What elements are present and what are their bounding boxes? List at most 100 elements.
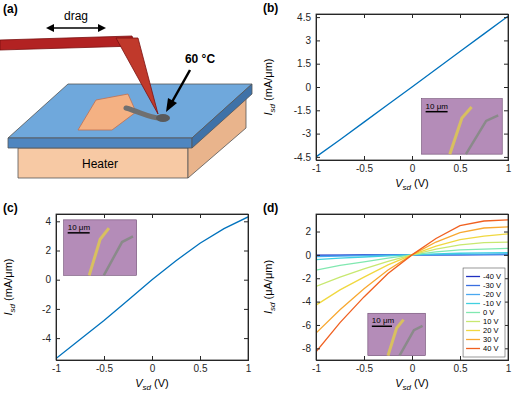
tick-mark	[504, 110, 508, 111]
inset-feature	[400, 326, 423, 356]
legend-label: -20 V	[483, 290, 501, 299]
tick-label: -4	[302, 296, 311, 307]
tick-mark	[316, 17, 320, 18]
flake	[78, 94, 136, 130]
tick-label: 3	[305, 35, 311, 46]
tick-mark	[316, 110, 320, 111]
legend-swatch	[466, 330, 480, 331]
tick-mark	[364, 14, 365, 18]
tick	[364, 214, 365, 218]
panel-label: (b)	[263, 1, 278, 15]
tick	[412, 14, 413, 18]
tick-mark	[504, 134, 508, 135]
axis	[317, 214, 509, 218]
axis-line	[57, 215, 61, 361]
figure: drag60 °CHeater(a)-1-0.500.51-4.5-3-1.50…	[0, 0, 520, 400]
legend-label: -30 V	[483, 281, 501, 290]
tick: -8	[302, 343, 320, 354]
tick: 1.5	[297, 58, 320, 69]
axis: -4-2024	[42, 215, 60, 361]
tick-label: -1	[52, 363, 61, 374]
inset-image: 10 μm	[368, 313, 426, 355]
x-axis-title: Vsd (V)	[135, 377, 169, 392]
tick-label: -0.5	[356, 363, 374, 374]
panel-label: (c)	[3, 201, 18, 215]
inset-image: 10 μm	[422, 99, 503, 154]
tick: 4.5	[297, 12, 320, 23]
data-line	[316, 253, 508, 260]
tick: 3	[305, 35, 320, 46]
data-line	[56, 217, 248, 359]
x-axis-title: Vsd (V)	[395, 377, 429, 392]
axis	[244, 215, 249, 361]
tick: 0	[410, 356, 416, 374]
schematic: drag60 °CHeater(a)	[0, 2, 252, 178]
plot-frame	[56, 214, 248, 360]
axis-line	[317, 15, 509, 19]
tick	[244, 338, 248, 339]
x-axis-title: Vsd (V)	[395, 177, 429, 192]
tick: 4	[45, 216, 60, 227]
plot-frame	[316, 214, 508, 360]
tick	[504, 87, 508, 88]
tick-mark	[316, 325, 320, 326]
temperature-label: 60 °C	[185, 52, 215, 66]
tick-mark	[412, 156, 413, 160]
tick-mark	[56, 221, 60, 222]
plot-area: -1-0.500.51-4-2024Vsd (V)Isd (mA/μm)10 μ…	[2, 214, 252, 392]
tick	[504, 232, 508, 233]
inset-background	[422, 99, 503, 154]
scale-bar-label: 10 μm	[426, 102, 449, 111]
tick-label: 0.5	[454, 163, 468, 174]
temperature-arrow	[172, 70, 190, 102]
tick-mark	[460, 356, 461, 360]
tick-mark	[244, 251, 248, 252]
tick-label: 0	[150, 363, 156, 374]
tick: -2	[302, 273, 320, 284]
tick-mark	[316, 64, 320, 65]
tick-label: 0	[45, 274, 51, 285]
tick-label: 1	[506, 163, 512, 174]
tick-mark	[364, 356, 365, 360]
panel-label: (d)	[263, 201, 278, 215]
legend-box	[463, 268, 505, 357]
drag-arrow-head	[46, 24, 106, 32]
tick-mark	[152, 214, 153, 218]
tick	[504, 17, 508, 18]
tick-mark	[504, 157, 508, 158]
drag-label: drag	[64, 9, 88, 23]
axis-line	[317, 215, 321, 361]
ribbon-end	[156, 114, 170, 122]
tick-mark	[104, 214, 105, 218]
tick-mark	[316, 302, 320, 303]
axis-line	[244, 215, 249, 361]
tick: 0	[305, 250, 320, 261]
legend-label: 40 V	[483, 344, 498, 353]
heater-front	[18, 148, 188, 178]
axis-line	[57, 215, 249, 219]
tick-mark	[200, 356, 201, 360]
tick	[104, 214, 105, 218]
tick: 0	[150, 356, 156, 374]
axis-line	[317, 215, 509, 219]
scale-bar-label: 10 μm	[372, 316, 395, 325]
tick-mark	[504, 255, 508, 256]
tick	[244, 251, 248, 252]
tick-mark	[412, 356, 413, 360]
tick: 0.5	[454, 356, 468, 374]
tick-mark	[412, 14, 413, 18]
tick: -6	[302, 320, 320, 331]
axis-line	[504, 15, 509, 161]
chart-panel: -1-0.500.51-4.5-3-1.501.534.5Vsd (V)Isd …	[262, 1, 512, 192]
heater-label: Heater	[82, 157, 118, 171]
axis: -8 -6 -4 -2 0 2	[302, 215, 320, 361]
tick-mark	[152, 356, 153, 360]
tick-mark	[504, 17, 508, 18]
tick-label: -0.5	[356, 163, 374, 174]
tick: 2	[305, 226, 320, 237]
tick-label: -3	[302, 128, 311, 139]
axis-line	[317, 156, 509, 161]
tick: -0.5	[356, 356, 374, 374]
tick	[460, 14, 461, 18]
plot-frame	[316, 14, 508, 160]
